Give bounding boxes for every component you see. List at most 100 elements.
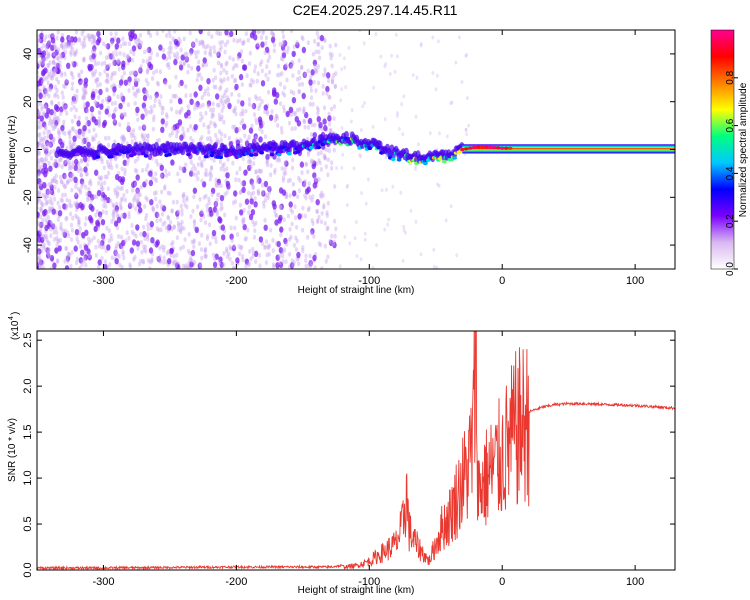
noise-point bbox=[49, 196, 53, 202]
noise-point bbox=[78, 265, 82, 269]
noise-point bbox=[37, 108, 40, 115]
noise-point bbox=[115, 209, 119, 214]
noise-point bbox=[291, 50, 296, 58]
noise-point bbox=[446, 134, 449, 139]
noise-point bbox=[165, 33, 169, 38]
noise-point bbox=[102, 244, 106, 250]
noise-point bbox=[304, 111, 309, 119]
noise-point bbox=[308, 194, 312, 200]
noise-point bbox=[411, 73, 415, 77]
noise-point bbox=[178, 178, 182, 184]
noise-point bbox=[332, 241, 337, 249]
noise-point bbox=[219, 261, 224, 269]
noise-point bbox=[308, 101, 312, 107]
noise-point bbox=[191, 41, 195, 47]
ridge-point bbox=[423, 161, 428, 166]
noise-point bbox=[204, 110, 208, 116]
noise-point bbox=[46, 189, 50, 195]
noise-point bbox=[374, 32, 378, 37]
noise-point bbox=[105, 225, 109, 231]
noise-point bbox=[147, 30, 151, 35]
noise-point bbox=[398, 126, 401, 131]
noise-point bbox=[37, 87, 41, 93]
y-tick-label: -20 bbox=[22, 189, 34, 205]
noise-point bbox=[252, 79, 256, 85]
noise-point bbox=[165, 250, 169, 256]
noise-point bbox=[132, 195, 137, 201]
noise-point bbox=[263, 180, 269, 188]
noise-point bbox=[179, 203, 183, 209]
noise-point bbox=[174, 74, 178, 80]
noise-point bbox=[223, 42, 228, 48]
noise-point bbox=[114, 250, 118, 256]
noise-point bbox=[302, 71, 307, 79]
noise-point bbox=[171, 199, 176, 205]
noise-point bbox=[396, 54, 399, 59]
noise-point bbox=[283, 247, 287, 253]
noise-point bbox=[44, 104, 48, 110]
noise-point bbox=[184, 265, 188, 269]
noise-point bbox=[92, 34, 96, 40]
noise-point bbox=[311, 51, 315, 57]
noise-point bbox=[147, 56, 151, 62]
noise-point bbox=[41, 137, 45, 143]
noise-point bbox=[88, 178, 93, 184]
noise-point bbox=[185, 51, 189, 57]
noise-point bbox=[89, 217, 94, 224]
noise-point bbox=[271, 237, 275, 243]
noise-point bbox=[259, 169, 264, 174]
ridge-point bbox=[276, 152, 282, 157]
noise-point bbox=[115, 194, 119, 199]
noise-point bbox=[409, 208, 413, 213]
noise-point bbox=[229, 225, 233, 231]
noise-point bbox=[168, 33, 172, 39]
ridge-point bbox=[484, 145, 489, 149]
noise-point bbox=[120, 213, 124, 219]
noise-point bbox=[46, 240, 50, 245]
noise-point bbox=[280, 166, 284, 171]
noise-point bbox=[158, 258, 162, 264]
noise-point bbox=[242, 39, 246, 45]
noise-point bbox=[198, 103, 203, 109]
noise-point bbox=[183, 51, 187, 57]
noise-point bbox=[194, 172, 198, 178]
noise-point bbox=[210, 173, 214, 179]
ridge-point bbox=[212, 143, 218, 151]
noise-point bbox=[115, 190, 119, 195]
noise-point bbox=[100, 159, 104, 165]
noise-point bbox=[213, 123, 218, 128]
noise-point bbox=[334, 71, 338, 76]
noise-point bbox=[283, 92, 287, 98]
noise-point bbox=[80, 249, 85, 256]
noise-point bbox=[267, 243, 272, 249]
noise-point bbox=[71, 75, 75, 80]
noise-point bbox=[294, 235, 298, 241]
noise-point bbox=[217, 129, 222, 135]
noise-point bbox=[47, 241, 51, 247]
noise-point bbox=[71, 95, 77, 103]
noise-point bbox=[87, 157, 91, 163]
ridge-point bbox=[75, 152, 80, 157]
noise-point bbox=[330, 160, 334, 166]
noise-point bbox=[227, 251, 231, 257]
noise-point bbox=[320, 211, 324, 216]
noise-point bbox=[150, 175, 155, 181]
noise-point bbox=[39, 137, 43, 142]
noise-point bbox=[77, 128, 82, 135]
noise-point bbox=[109, 161, 113, 167]
noise-point bbox=[414, 167, 417, 171]
noise-point bbox=[141, 259, 146, 265]
noise-point bbox=[37, 250, 40, 256]
colorbar: 0.00.20.40.60.8 Normalized spectral ampl… bbox=[710, 29, 749, 276]
noise-point bbox=[301, 227, 305, 233]
noise-point bbox=[167, 224, 172, 231]
noise-point bbox=[319, 194, 324, 200]
noise-point bbox=[37, 150, 42, 156]
noise-point bbox=[141, 168, 145, 173]
noise-point bbox=[41, 142, 45, 148]
noise-point bbox=[39, 206, 43, 212]
noise-point bbox=[278, 247, 284, 254]
noise-point bbox=[345, 185, 349, 190]
noise-point bbox=[333, 84, 338, 89]
noise-point bbox=[100, 219, 106, 226]
